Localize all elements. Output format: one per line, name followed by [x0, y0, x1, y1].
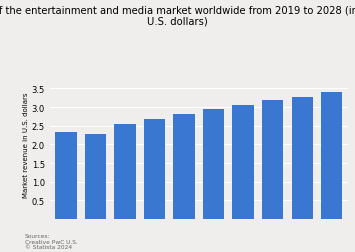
Bar	[291, 97, 313, 219]
Text: Value of the entertainment and media market worldwide from 2019 to 2028 (in tril: Value of the entertainment and media mar…	[0, 5, 355, 26]
Bar	[55, 132, 77, 219]
Bar	[321, 93, 342, 219]
Bar	[233, 106, 254, 219]
Bar	[262, 101, 283, 219]
Bar	[85, 135, 106, 219]
Text: Sources:
Creative PwC U.S.
© Statista 2024: Sources: Creative PwC U.S. © Statista 20…	[25, 233, 78, 249]
Bar	[173, 114, 195, 219]
Bar	[203, 109, 224, 219]
Y-axis label: Market revenue in U.S. dollars: Market revenue in U.S. dollars	[23, 92, 29, 197]
Bar	[114, 124, 136, 219]
Bar	[144, 120, 165, 219]
